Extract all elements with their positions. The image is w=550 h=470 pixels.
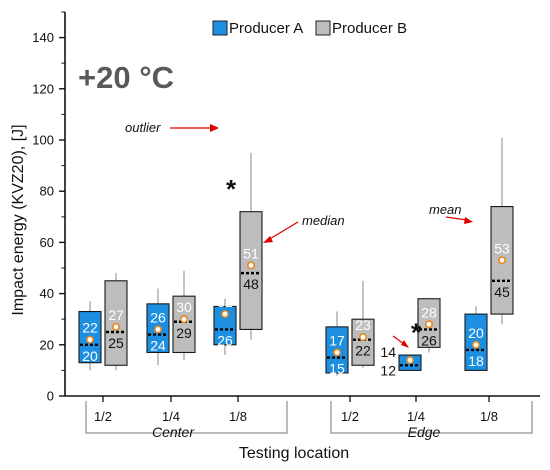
annotation-median-text: median — [302, 213, 345, 228]
y-tick-label: 20 — [40, 337, 54, 352]
y-tick-label: 120 — [32, 81, 54, 96]
mean-label-center-1-2-b: 27 — [108, 307, 124, 323]
mean-marker-edge-1-8-b — [497, 256, 506, 265]
x-tick-label-edge: 1/2 — [341, 409, 359, 424]
annotation-mean-arrowhead — [464, 217, 473, 224]
mean-marker-edge-1-8-a — [471, 340, 480, 349]
y-tick-label: 40 — [40, 286, 54, 301]
group-brackets: Center Edge — [85, 401, 533, 440]
mean-label-center-1-8-a: 32 — [217, 294, 233, 310]
annotation-median-arrow — [267, 221, 299, 241]
annotation-mean-text: mean — [429, 202, 462, 217]
edge-quarter-arrowhead — [401, 340, 409, 348]
y-tick-label: 80 — [40, 184, 54, 199]
legend-label-producer-a: Producer A — [229, 20, 303, 37]
mean-marker-center-1-2-b — [112, 322, 121, 331]
y-tick-label: 0 — [47, 389, 54, 404]
x-tick-label-center: 1/8 — [229, 409, 247, 424]
mean-label-center-1-4-a: 26 — [150, 309, 166, 325]
mean-label-edge-1-2-b: 23 — [355, 317, 371, 333]
median-label-center-1-8-a: 26 — [217, 332, 233, 348]
group-label-edge: Edge — [408, 424, 441, 440]
annotation-outlier-text: outlier — [125, 120, 161, 135]
mean-label-edge-1-2-a: 17 — [329, 332, 345, 348]
mean-marker-center-1-2-a — [86, 335, 95, 344]
median-label-center-1-8-b: 48 — [243, 276, 259, 292]
x-axis-label: Testing location — [239, 445, 349, 462]
y-tick-label: 60 — [40, 235, 54, 250]
median-label-center-1-2-a: 20 — [82, 348, 98, 364]
box-center-1-4-b — [172, 295, 196, 354]
axes: 0 20 40 60 80 100 120 140 1/2 1/4 1/8 1/2 1/4 1/8 — [32, 11, 540, 424]
legend: Producer A Producer B — [212, 20, 407, 37]
bracket-center — [85, 401, 288, 434]
mean-label-center-1-4-b: 30 — [176, 299, 192, 315]
labels-layer: 22 20 27 25 26 24 30 29 32 26 51 48 17 15 23 22 14 12 28 26… — [82, 240, 510, 378]
y-tick-label: 140 — [32, 30, 54, 45]
box-center-1-8-b — [239, 211, 263, 330]
box-center-1-8-a — [213, 305, 237, 346]
mean-marker-center-1-4-a — [154, 325, 163, 334]
median-label-edge-1-4-a: 12 — [380, 362, 396, 378]
legend-swatch-producer-a — [212, 20, 228, 36]
annotation-mean-arrow — [445, 216, 468, 221]
median-label-center-1-2-b: 25 — [108, 335, 124, 351]
annotation-median: median — [263, 213, 345, 243]
mean-label-edge-1-8-b: 53 — [494, 240, 510, 256]
x-tick-label-center: 1/2 — [94, 409, 112, 424]
median-label-center-1-4-b: 29 — [176, 325, 192, 341]
annotation-outlier-arrowhead — [210, 124, 219, 132]
chart-title: +20 °C — [78, 60, 174, 95]
x-tick-label-center: 1/4 — [162, 409, 180, 424]
mean-label-edge-1-8-a: 20 — [468, 325, 484, 341]
mean-marker-edge-1-2-a — [332, 348, 341, 357]
group-label-center: Center — [152, 424, 195, 440]
median-label-edge-1-8-a: 18 — [468, 353, 484, 369]
mean-marker-edge-1-4-a — [405, 356, 414, 365]
edge-quarter-arrow-line — [392, 335, 405, 345]
y-axis-label: Impact energy (KVZ20), [J] — [10, 124, 27, 315]
x-tick-label-edge: 1/4 — [407, 409, 425, 424]
outlier-marker: * — [411, 317, 422, 347]
x-tick-label-edge: 1/8 — [480, 409, 498, 424]
annotation-edge-quarter-mean-arrow — [392, 335, 409, 348]
box-edge-1-2-b — [351, 318, 375, 366]
legend-label-producer-b: Producer B — [332, 20, 407, 37]
mean-marker-center-1-8-a — [221, 310, 230, 319]
annotation-outlier: outlier — [125, 120, 219, 135]
annotation-mean: mean — [429, 202, 473, 224]
mean-label-edge-1-4-a: 14 — [380, 344, 396, 360]
median-label-edge-1-4-b: 26 — [421, 332, 437, 348]
mean-label-center-1-8-b: 51 — [243, 245, 259, 261]
mean-marker-edge-1-4-b — [424, 320, 433, 329]
median-label-edge-1-8-b: 45 — [494, 284, 510, 300]
outlier-marker: * — [226, 174, 237, 204]
y-tick-label: 100 — [32, 133, 54, 148]
bracket-edge — [330, 401, 533, 434]
median-label-edge-1-2-a: 15 — [329, 361, 345, 377]
legend-swatch-producer-b — [315, 20, 331, 36]
mean-label-center-1-2-a: 22 — [82, 320, 98, 336]
boxes-layer: ** — [78, 137, 514, 376]
median-label-edge-1-2-b: 22 — [355, 343, 371, 359]
median-label-center-1-4-a: 24 — [150, 338, 166, 354]
mean-marker-edge-1-2-b — [358, 333, 367, 342]
mean-marker-center-1-4-b — [180, 315, 189, 324]
mean-label-edge-1-4-b: 28 — [421, 304, 437, 320]
annotation-median-arrowhead — [263, 236, 273, 243]
mean-marker-center-1-8-b — [247, 261, 256, 270]
